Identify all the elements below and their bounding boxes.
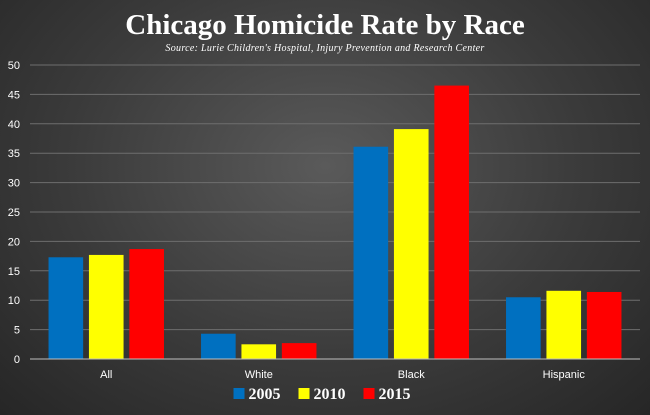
legend-label-2005: 2005 bbox=[249, 386, 281, 403]
bar-2015-black bbox=[434, 85, 469, 359]
legend-label-2015: 2015 bbox=[379, 386, 411, 403]
y-tick-label: 35 bbox=[8, 148, 20, 160]
legend: 2005 2010 2015 bbox=[233, 386, 411, 403]
chart-subtitle: Source: Lurie Children's Hospital, Injur… bbox=[165, 43, 484, 54]
y-tick-label: 40 bbox=[8, 119, 20, 131]
bar-2010-hispanic bbox=[546, 290, 582, 359]
y-tick-label: 45 bbox=[8, 89, 20, 101]
y-tick-label: 0 bbox=[14, 354, 20, 366]
bar-2010-all bbox=[88, 254, 124, 359]
x-tick-label: Hispanic bbox=[543, 369, 586, 381]
legend-swatch-2010 bbox=[298, 388, 310, 399]
x-tick-label: Black bbox=[398, 369, 425, 381]
bar-2010-black bbox=[393, 129, 429, 359]
bar-2015-hispanic bbox=[586, 291, 622, 359]
legend-swatch-2015 bbox=[363, 388, 375, 399]
y-tick-label: 15 bbox=[8, 266, 20, 278]
y-axis-ticks: 0 5 10 15 20 25 30 35 40 45 50 bbox=[8, 60, 20, 366]
legend-swatch-2005 bbox=[233, 388, 245, 399]
legend-label-2010: 2010 bbox=[314, 386, 346, 403]
bar-2005-black bbox=[353, 146, 389, 359]
bar-2005-hispanic bbox=[506, 297, 541, 359]
y-tick-label: 25 bbox=[8, 207, 20, 219]
x-tick-label: All bbox=[100, 369, 112, 381]
y-tick-label: 50 bbox=[8, 60, 20, 72]
x-axis-ticks: All White Black Hispanic bbox=[100, 369, 585, 381]
y-tick-label: 10 bbox=[8, 295, 20, 307]
bars bbox=[48, 85, 622, 359]
chart-title: Chicago Homicide Rate by Race bbox=[125, 9, 525, 41]
bar-2010-white bbox=[241, 344, 277, 359]
bar-2015-white bbox=[281, 343, 317, 359]
y-tick-label: 20 bbox=[8, 236, 20, 248]
x-tick-label: White bbox=[245, 369, 273, 381]
bar-2005-all bbox=[48, 257, 84, 359]
y-tick-label: 30 bbox=[8, 178, 20, 190]
y-tick-label: 5 bbox=[14, 325, 20, 337]
bar-2005-white bbox=[201, 333, 236, 359]
bar-2015-all bbox=[129, 249, 164, 359]
